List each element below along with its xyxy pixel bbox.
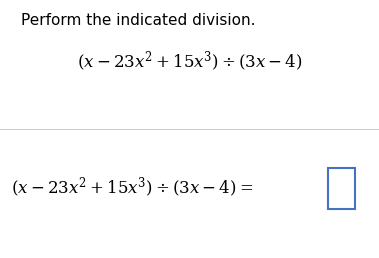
Text: $\left(x - 23x^{2} + 15x^{3}\right) \div \left(3x - 4\right) =$: $\left(x - 23x^{2} + 15x^{3}\right) \div… <box>11 176 254 200</box>
Text: $\left(x - 23x^{2} + 15x^{3}\right) \div \left(3x - 4\right)$: $\left(x - 23x^{2} + 15x^{3}\right) \div… <box>77 50 302 74</box>
Bar <box>328 168 355 209</box>
Text: Perform the indicated division.: Perform the indicated division. <box>21 13 255 28</box>
